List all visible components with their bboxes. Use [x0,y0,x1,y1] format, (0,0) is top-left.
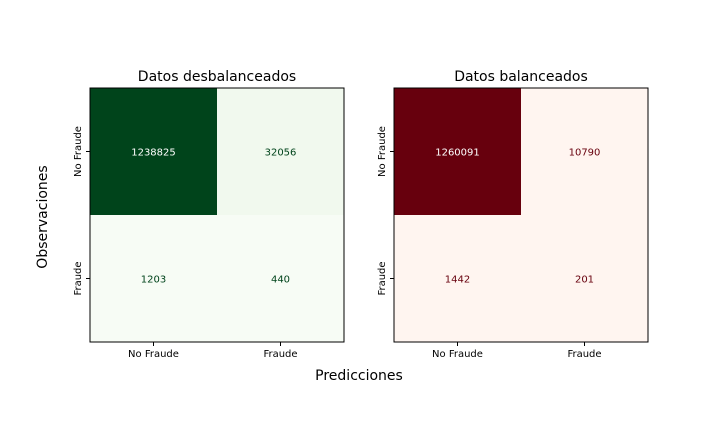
heatmap-cell [90,215,217,342]
panel-frame [393,87,649,343]
cell-value-label: 440 [271,275,290,286]
x-tick-label: Fraude [567,349,601,360]
cell-value-label: 201 [575,275,594,286]
heatmap-cell [217,215,344,342]
heatmap-panel: Datos desbalanceados 1238825 32056 1203 440 N… [73,69,345,360]
heatmap-cell [217,88,344,215]
x-tick-label: Fraude [263,349,297,360]
y-tick-label: No Fraude [73,126,84,177]
cell-value-label: 1238825 [131,148,176,159]
cell-value-label: 1203 [141,275,166,286]
y-tick-label: Fraude [377,261,388,295]
heatmap-cell [521,215,648,342]
heatmap-cell [90,88,217,215]
cell-value-label: 32056 [265,148,297,159]
y-tick-label: No Fraude [377,126,388,177]
panel-title: Datos desbalanceados [138,69,296,85]
heatmap-cell [394,215,521,342]
x-tick-label: No Fraude [128,349,179,360]
panel-frame [89,87,345,343]
heatmap-cell [394,88,521,215]
heatmap-panel: Datos balanceados 1260091 10790 1442 201 No F… [377,69,649,360]
y-tick-label: Fraude [73,261,84,295]
figure-xlabel: Predicciones [315,368,403,384]
x-tick-label: No Fraude [432,349,483,360]
cell-value-label: 10790 [569,148,601,159]
cell-value-label: 1260091 [435,148,480,159]
cell-value-label: 1442 [445,275,470,286]
heatmap-panels: Datos desbalanceados 1238825 32056 1203 440 N… [73,69,649,360]
heatmap-cell [521,88,648,215]
figure-ylabel: Observaciones [35,165,51,268]
panel-title: Datos balanceados [454,69,588,85]
